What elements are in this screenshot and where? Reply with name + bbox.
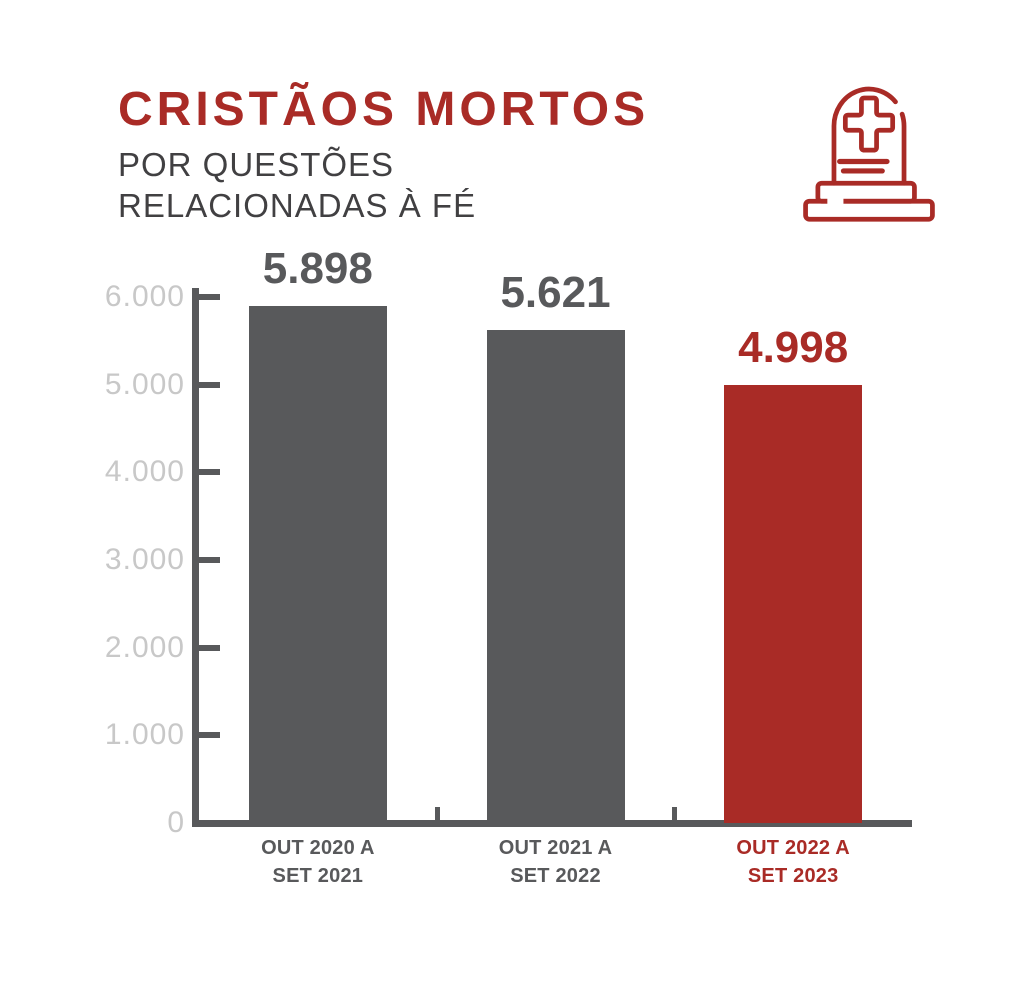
y-tick-label-1.000: 1.000: [104, 718, 185, 752]
y-tick-label-6.000: 6.000: [104, 280, 185, 313]
plot-area: 5.898 5.621 4.998: [199, 245, 912, 823]
category-label-line: SET 2022: [510, 865, 601, 887]
category-label-line: SET 2023: [747, 865, 839, 887]
category-label-line: SET 2021: [272, 865, 364, 887]
category-label-line: OUT 2021 A: [498, 837, 613, 859]
category-label-out-2021-a-set-2022: OUT 2021 A SET 2022: [441, 834, 671, 890]
subtitle-line-2: RELACIONADAS À FÉ: [118, 187, 477, 224]
bar-value-label-out-2021-a-set-2022: 5.621: [500, 268, 611, 318]
x-tick-mark-1: [434, 807, 440, 820]
page-title: CRISTÃOS MORTOS: [118, 83, 650, 136]
bar-out-2021-a-set-2022: [486, 330, 625, 823]
y-tick-mark-3.000: [199, 557, 220, 563]
y-tick-label-3.000: 3.000: [104, 543, 185, 576]
subtitle-line-1: POR QUESTÕES: [118, 146, 395, 183]
bar-out-2022-a-set-2023: [724, 384, 863, 823]
y-tick-mark-4.000: [199, 469, 220, 476]
y-axis-line: [192, 288, 199, 826]
category-label-out-2022-a-set-2023: OUT 2022 A SET 2023: [678, 834, 908, 890]
category-label-out-2020-a-set-2021: OUT 2020 A SET 2021: [203, 834, 433, 890]
tombstone-cross-icon: [798, 76, 940, 228]
category-label-line: OUT 2020 A: [261, 837, 375, 859]
tombstone-cross-svg: [803, 86, 935, 222]
category-label-line: OUT 2022 A: [736, 837, 850, 859]
x-tick-mark-2: [672, 807, 678, 820]
y-tick-mark-2.000: [199, 644, 220, 651]
y-tick-mark-5.000: [199, 381, 220, 388]
y-tick-label-2.000: 2.000: [104, 630, 185, 664]
y-tick-label-4.000: 4.000: [104, 455, 185, 489]
page-subtitle: POR QUESTÕES RELACIONADAS À FÉ: [118, 144, 649, 226]
bar-out-2020-a-set-2021: [248, 305, 387, 823]
y-tick-label-0: 0: [167, 806, 185, 839]
bar-value-label-out-2020-a-set-2021: 5.898: [262, 243, 373, 293]
y-tick-mark-1.000: [199, 732, 220, 739]
y-tick-label-5.000: 5.000: [104, 367, 185, 401]
x-axis-line: [192, 820, 912, 827]
y-tick-mark-6.000: [199, 294, 220, 300]
header: CRISTÃOS MORTOS POR QUESTÕES RELACIONADA…: [118, 84, 649, 226]
bar-value-label-out-2022-a-set-2023: 4.998: [738, 322, 849, 372]
